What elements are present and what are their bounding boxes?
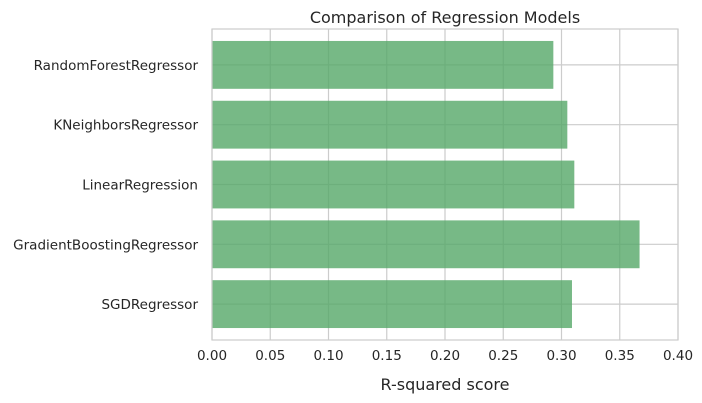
x-tick-label: 0.35 xyxy=(605,348,635,364)
x-tick-label: 0.25 xyxy=(488,348,518,364)
y-tick-label: SGDRegressor xyxy=(101,297,198,313)
chart-title: Comparison of Regression Models xyxy=(310,8,580,27)
bar-LinearRegression xyxy=(212,160,575,209)
x-tick-label: 0.15 xyxy=(372,348,402,364)
bar-RandomForestRegressor xyxy=(212,40,554,89)
bars-layer xyxy=(212,40,640,329)
y-tick-labels: SGDRegressor GradientBoostingRegressor Lin… xyxy=(13,58,198,313)
x-tick-label: 0.10 xyxy=(313,348,343,364)
x-axis-label: R-squared score xyxy=(381,375,510,394)
x-tick-label: 0.30 xyxy=(546,348,576,364)
bar-SGDRegressor xyxy=(212,280,572,329)
bar-KNeighborsRegressor xyxy=(212,100,568,149)
bar-GradientBoostingRegressor xyxy=(212,220,640,269)
y-tick-label: KNeighborsRegressor xyxy=(53,118,198,134)
plot-frame xyxy=(211,28,679,341)
y-tick-label: RandomForestRegressor xyxy=(34,58,199,74)
x-tick-label: 0.05 xyxy=(255,348,285,364)
y-tick-label: LinearRegression xyxy=(82,178,198,194)
x-tick-label: 0.20 xyxy=(430,348,460,364)
x-tick-label: 0.40 xyxy=(663,348,693,364)
x-tick-labels: 0.00 0.05 0.10 0.15 0.20 0.25 0.30 0.35 0.40 xyxy=(197,348,693,364)
x-tick-label: 0.00 xyxy=(197,348,227,364)
y-tick-label: GradientBoostingRegressor xyxy=(13,237,198,253)
